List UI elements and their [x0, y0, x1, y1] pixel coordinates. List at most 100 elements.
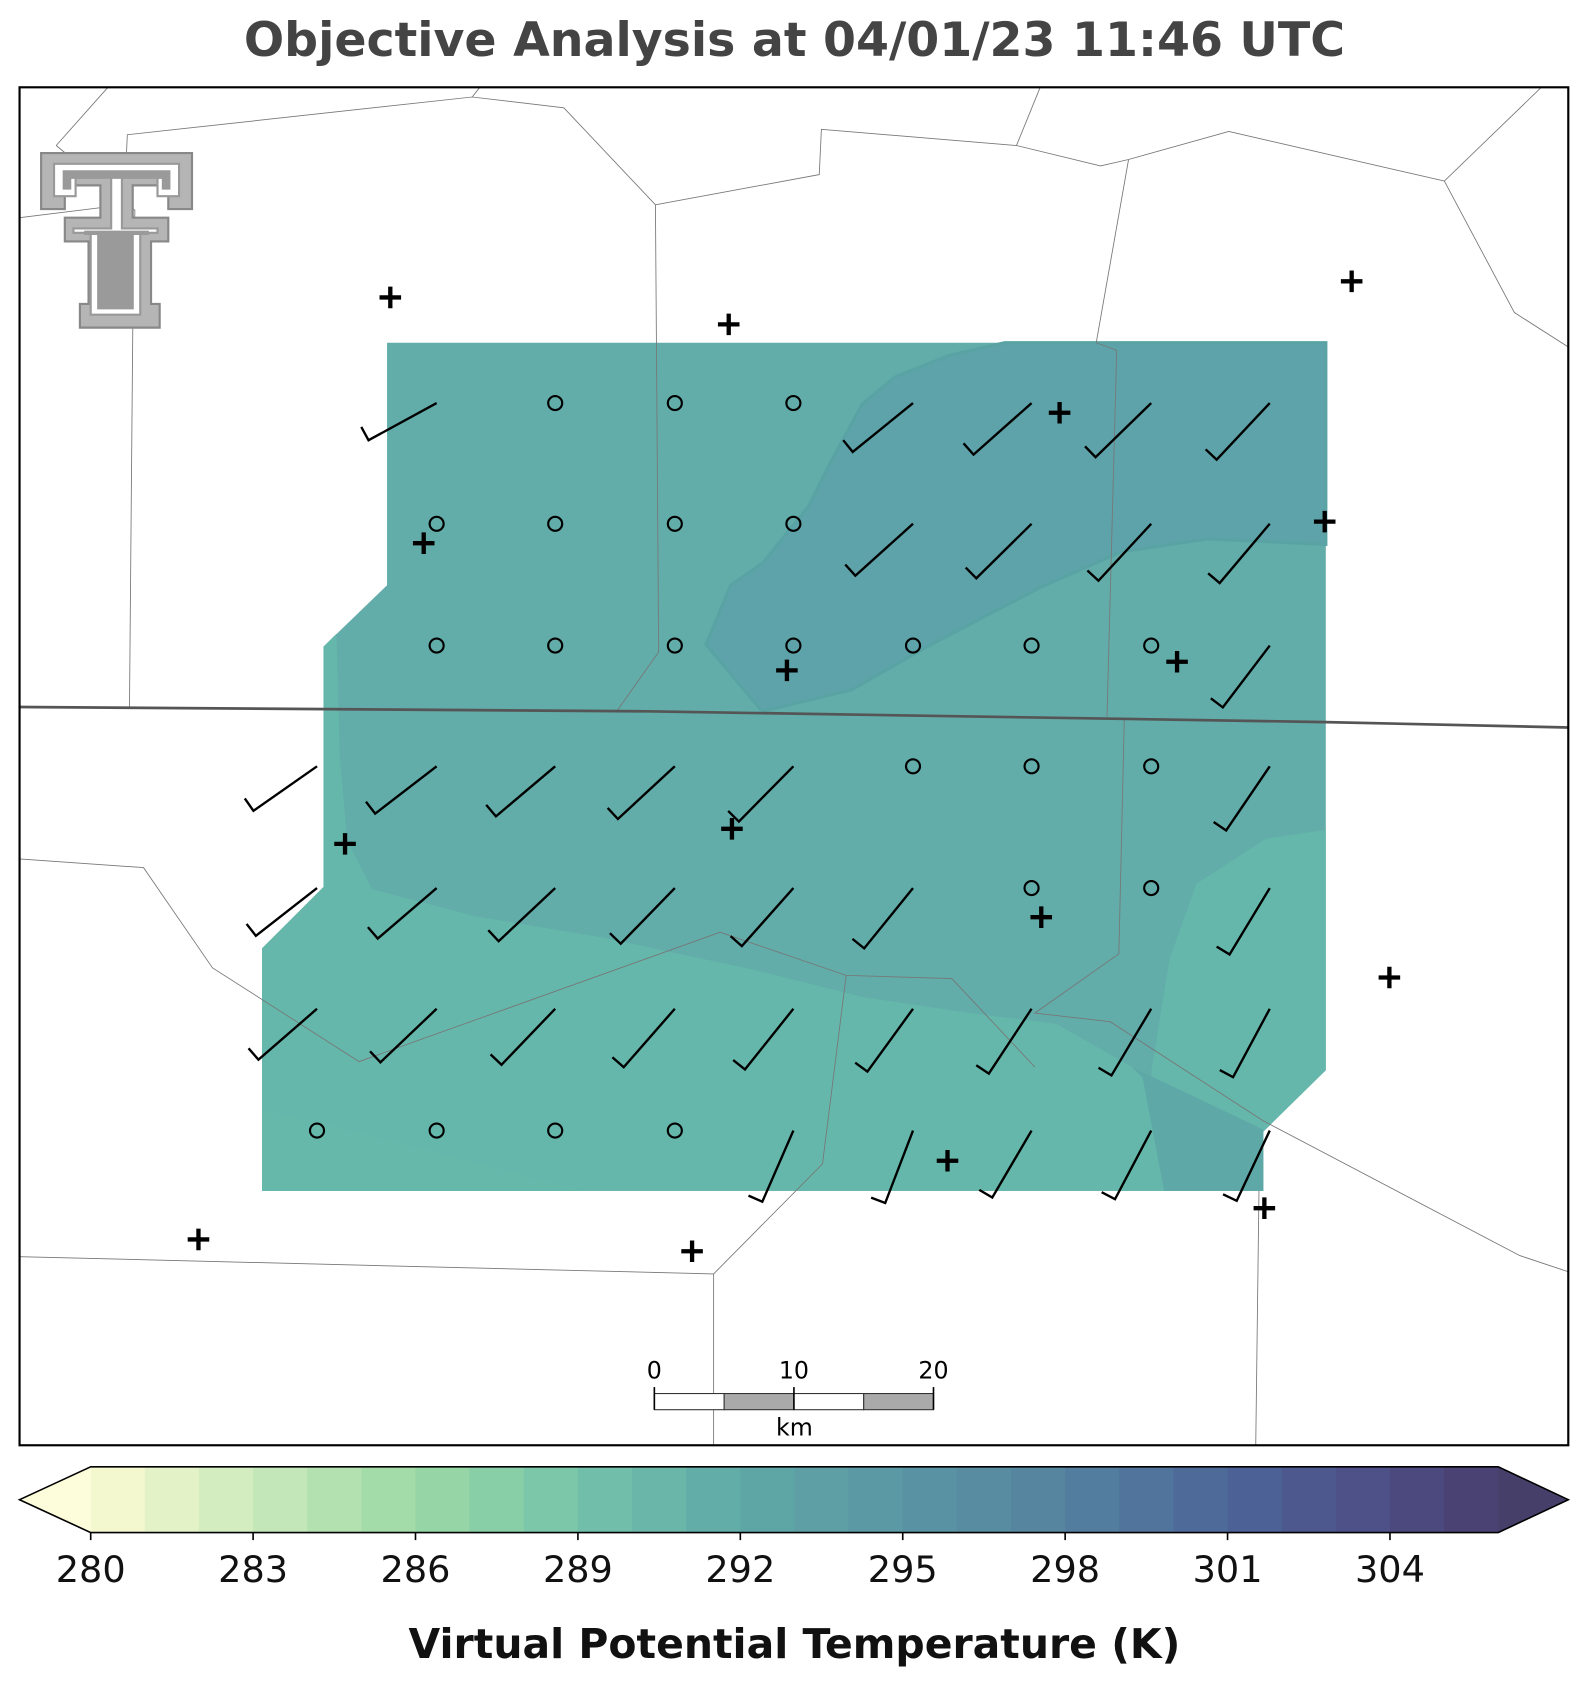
wind-barb — [1219, 1008, 1271, 1079]
wind-barb — [727, 765, 795, 824]
wind-barb — [729, 887, 795, 948]
colorbar-bin — [1227, 1466, 1283, 1533]
colorbar-bin — [632, 1466, 687, 1533]
colorbar-bin — [415, 1466, 471, 1533]
wind-barb — [243, 765, 318, 813]
wind-barb — [1210, 644, 1271, 710]
calm-wind — [785, 394, 802, 412]
map-panel: km 0 10 20 — [18, 86, 1570, 1447]
wind-barb — [978, 1129, 1033, 1200]
wind-barb — [609, 887, 676, 946]
wind-barb — [369, 1007, 438, 1064]
wind-barb — [485, 765, 556, 819]
wind-barb — [365, 765, 438, 816]
wind-barb — [1086, 522, 1153, 583]
scale-segment — [793, 1393, 865, 1411]
county-line — [19, 858, 1036, 1068]
colorbar-extend-low — [19, 1466, 91, 1533]
calm-wind — [904, 758, 922, 775]
colorbar-tick-label: 304 — [1355, 1548, 1425, 1591]
station-marker — [1253, 1197, 1276, 1219]
cool-region — [262, 633, 1326, 1191]
calm-wind — [1023, 758, 1040, 775]
warm-region — [1131, 1066, 1264, 1191]
calm-wind — [666, 515, 683, 532]
calm-wind — [1143, 758, 1160, 775]
scale-tick-label: 10 — [779, 1356, 809, 1384]
wind-barb — [732, 1008, 795, 1072]
wind-barb — [962, 402, 1033, 457]
calm-wind — [785, 637, 802, 654]
colorbar-bin — [144, 1466, 200, 1533]
station-marker — [1166, 650, 1188, 673]
colorbar-bin — [1119, 1466, 1174, 1533]
calm-wind — [1023, 637, 1040, 654]
observations — [187, 270, 1401, 1263]
colorbar-tick-label: 292 — [705, 1548, 775, 1591]
county-line — [1443, 180, 1569, 348]
colorbar-bin — [848, 1466, 904, 1533]
colorbar-bin — [361, 1466, 417, 1533]
wind-barb — [367, 887, 438, 941]
county-line — [19, 975, 847, 1275]
calm-wind — [666, 394, 683, 412]
scale-segment — [653, 1393, 725, 1411]
colorbar-bin — [1065, 1466, 1120, 1533]
station-marker — [721, 818, 743, 840]
calm-wind — [428, 1122, 445, 1139]
calm-wind — [547, 1122, 564, 1139]
scale-unit: km — [776, 1414, 813, 1442]
colorbar-bin — [469, 1466, 525, 1533]
colorbar-tick-label: 286 — [381, 1548, 451, 1591]
scale-tick-label: 20 — [918, 1356, 948, 1384]
title: Objective Analysis at 04/01/23 11:46 UTC — [244, 13, 1345, 68]
calm-wind — [1023, 879, 1040, 897]
station-marker — [412, 532, 435, 554]
colorbar-outline — [17, 1466, 1571, 1534]
wind-barb — [611, 1007, 676, 1069]
station-marker — [1340, 270, 1363, 293]
county-line — [1095, 159, 1129, 717]
colorbar: Virtual Potential Temperature (K) 280 283… — [17, 1466, 1571, 1668]
scale-bar: km 0 10 20 — [647, 1356, 949, 1441]
wind-barb — [854, 1008, 914, 1074]
colorbar-bin — [307, 1466, 362, 1533]
wind-barb — [1084, 402, 1153, 459]
colorbar-bin — [1011, 1466, 1066, 1533]
wind-barb — [1207, 523, 1271, 585]
wind-barb — [844, 522, 914, 578]
colorbar-bin — [1335, 1466, 1391, 1533]
wind-barb — [489, 1007, 557, 1067]
wind-barb — [1216, 887, 1271, 957]
colorbar-bin — [902, 1466, 958, 1533]
calm-wind — [428, 637, 445, 654]
wind-barb — [870, 1130, 915, 1205]
county-line — [1016, 86, 1542, 182]
wind-barb — [748, 1130, 795, 1204]
county-line — [616, 204, 660, 712]
wind-barb — [1212, 765, 1271, 833]
state-line — [19, 705, 1569, 729]
county-line — [1255, 1190, 1260, 1446]
wind-barb — [487, 887, 557, 943]
wind-barb — [245, 887, 318, 938]
colorbar-bin — [956, 1466, 1012, 1533]
colorbar-tick-label: 295 — [868, 1548, 938, 1591]
colorbar-bin — [740, 1466, 795, 1533]
wind-barb — [975, 1008, 1033, 1076]
station-marker — [717, 313, 740, 336]
colorbar-label: Virtual Potential Temperature (K) — [409, 1620, 1181, 1668]
wind-barb — [964, 522, 1033, 580]
colorbar-extend-high — [1498, 1466, 1569, 1533]
wind-barb — [247, 1007, 318, 1062]
scale-segment — [723, 1393, 795, 1411]
colorbar-bin — [253, 1466, 308, 1533]
station-marker — [334, 833, 356, 855]
county-line — [1033, 719, 1569, 1273]
calm-wind — [428, 515, 445, 532]
wind-barb — [1222, 1130, 1271, 1203]
colorbar-tick-label: 289 — [543, 1548, 613, 1591]
county-line — [471, 87, 481, 98]
